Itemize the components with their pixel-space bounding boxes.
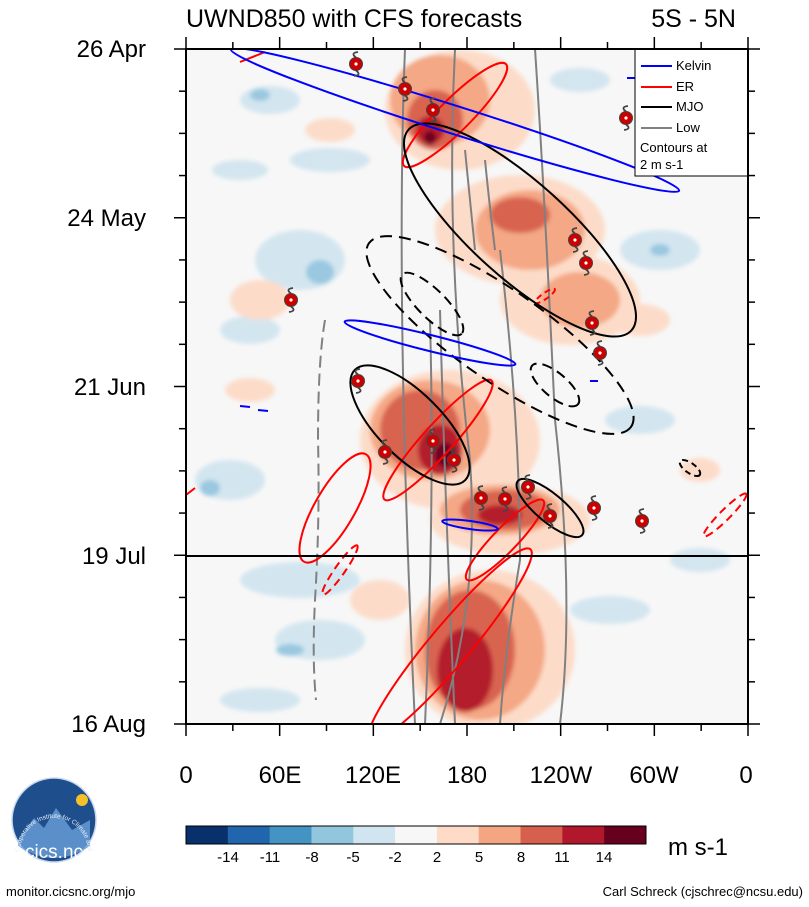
tc-symbol: [426, 97, 440, 123]
colorbar-label: -5: [346, 849, 359, 866]
colorbar-cell: [478, 826, 522, 844]
tc-symbol: [521, 474, 535, 500]
er-contours: [186, 51, 748, 724]
colorbar-label: 5: [475, 849, 483, 866]
colorbar-label: 11: [554, 849, 570, 866]
mjo-contours: [349, 122, 702, 539]
x-tick-label: 180: [447, 762, 487, 789]
colorbar-label: -2: [388, 849, 401, 866]
colorbar-frame: [185, 825, 647, 845]
legend-note-line2: 2 m s-1: [640, 157, 683, 172]
x-tick-label: 0: [179, 762, 192, 789]
y-tick-label: 21 Jun: [74, 374, 146, 401]
logo-sun: [76, 794, 88, 806]
x-tick-label: 0: [739, 762, 752, 789]
tc-symbol: [585, 310, 599, 336]
colorbar-cell: [186, 826, 229, 844]
tc-symbol: [398, 76, 412, 102]
colorbar-cell: [395, 826, 438, 844]
colorbar-cell: [562, 826, 605, 844]
low-contours: [312, 49, 568, 724]
colorbar-units: m s-1: [668, 834, 728, 861]
colorbar-label: -8: [305, 849, 318, 866]
plot-area: Kelvin ER MJO Low Contours at 2 m s-1: [185, 48, 749, 725]
anomaly-field: [195, 50, 730, 724]
chart-region: 5S - 5N: [651, 5, 736, 33]
tc-symbol: [593, 340, 607, 366]
chart-title: UWND850 with CFS forecasts: [186, 5, 522, 33]
colorbar-cell: [604, 826, 647, 844]
colorbar-cell: [311, 826, 354, 844]
y-axis-ticks: [174, 48, 760, 725]
x-tick-label: 120E: [345, 762, 401, 789]
legend-box: [634, 48, 749, 177]
y-tick-label: 24 May: [67, 205, 146, 232]
colorbar-cells: [186, 826, 647, 844]
x-tick-label: 60W: [629, 762, 679, 789]
tc-symbol: [284, 287, 298, 313]
tc-symbol: [587, 495, 601, 521]
y-tick-label: 16 Aug: [71, 711, 146, 738]
x-tick-label: 120W: [530, 762, 593, 789]
colorbar-label: 2: [433, 849, 441, 866]
tc-symbol: [568, 227, 582, 253]
colorbar-label: -11: [260, 849, 281, 866]
colorbar-label: -14: [217, 849, 239, 866]
colorbar-cell: [520, 826, 563, 844]
logo-text: cics.nc: [25, 842, 83, 863]
footer-credit: Carl Schreck (cjschrec@ncsu.edu): [603, 884, 803, 899]
legend: Kelvin ER MJO Low Contours at 2 m s-1: [634, 48, 749, 177]
colorbar-label: 8: [517, 849, 525, 866]
legend-label-kelvin: Kelvin: [676, 58, 711, 73]
colorbar-cell: [269, 826, 312, 844]
x-tick-label: 60E: [259, 762, 302, 789]
colorbar-label: 14: [596, 849, 613, 866]
tc-symbol: [474, 485, 488, 511]
x-axis-ticks: [185, 37, 749, 736]
colorbar-cell: [353, 826, 396, 844]
tc-symbol: [351, 368, 365, 394]
legend-label-mjo: MJO: [676, 99, 703, 114]
tc-symbol: [426, 428, 440, 454]
tc-symbol: [378, 439, 392, 465]
tc-symbol: [498, 486, 512, 512]
y-tick-label: 19 Jul: [82, 543, 146, 570]
colorbar-cell: [227, 826, 271, 844]
legend-label-er: ER: [676, 79, 694, 94]
tc-symbol: [579, 250, 593, 276]
footer-url[interactable]: monitor.cicsnc.org/mjo: [6, 884, 135, 899]
tc-symbol: [543, 503, 557, 529]
y-tick-label: 26 Apr: [77, 36, 146, 63]
tc-symbol: [447, 447, 461, 473]
tc-symbol: [349, 51, 363, 77]
legend-note-line1: Contours at: [640, 140, 708, 155]
colorbar: -14 -11 -8 -5 -2 2 5 8 11 14 m s-1: [185, 825, 728, 866]
tc-symbol: [635, 508, 649, 534]
tropical-cyclone-symbols: [284, 51, 649, 534]
tc-symbol: [619, 105, 633, 131]
legend-label-low: Low: [676, 120, 700, 135]
colorbar-cell: [436, 826, 480, 844]
logo-mountains: [18, 808, 90, 858]
